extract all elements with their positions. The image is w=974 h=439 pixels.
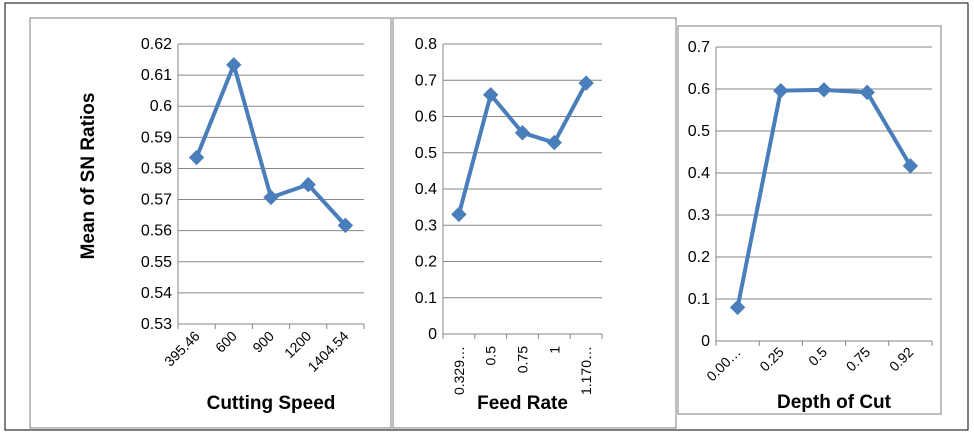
data-point-marker <box>546 134 563 151</box>
x-tick-label: 600 <box>212 328 240 356</box>
panel-frame-1 <box>29 17 392 429</box>
x-tick-label: 1.170… <box>578 346 594 395</box>
data-point-marker <box>263 189 279 206</box>
y-tick-label: 0.5 <box>415 145 437 162</box>
y-tick-label: 0.56 <box>141 223 172 240</box>
data-point-marker <box>451 206 467 223</box>
series-line <box>735 87 913 308</box>
x-tick-label: 900 <box>249 328 277 356</box>
y-tick-label: 0.1 <box>688 291 710 308</box>
x-tick-label: 0.5 <box>805 344 830 369</box>
x-tick-label: 0.92 <box>886 344 917 375</box>
data-point-marker <box>902 158 919 174</box>
y-tick-label: 0.6 <box>415 109 437 126</box>
y-tick-label: 0.6 <box>688 81 710 98</box>
chart-depth-of-cut: 00.10.20.30.40.50.60.70.00… 0.25 0.5 0.75 0.… <box>688 39 933 413</box>
y-tick-label: 0.3 <box>415 217 437 234</box>
y-tick-label: 0.61 <box>141 67 172 84</box>
panel-frame-3 <box>677 25 942 415</box>
y-tick-label: 0 <box>428 326 437 343</box>
y-tick-label: 0.3 <box>688 207 710 224</box>
y-tick-label: 0.59 <box>141 129 172 146</box>
y-tick-label: 0.1 <box>415 290 437 307</box>
x-axis-label: Depth of Cut <box>777 392 892 413</box>
y-tick-label: 0.58 <box>141 160 172 177</box>
data-point-marker <box>188 149 205 166</box>
chart-cutting-speed: 0.53 0.54 0.55 0.56 0.57 0.58 0.59 0.6 0.61 0.62 3… <box>141 36 365 414</box>
x-tick-label: 0.329… <box>451 346 467 395</box>
data-point-marker <box>859 84 875 101</box>
data-point-marker <box>337 217 354 234</box>
y-tick-label: 0 <box>701 333 710 350</box>
data-point-marker <box>578 75 594 91</box>
x-tick-label: 1200 <box>281 328 314 361</box>
data-point-marker <box>816 82 832 98</box>
y-tick-label: 0.4 <box>688 165 710 182</box>
y-tick-label: 0.8 <box>415 36 437 53</box>
series-line <box>456 82 588 215</box>
chart-feed-rate: 0 0.1 0.2 0.3 0.4 0.5 0.6 0.7 0.8 0.329… 0.5 0.75 1 1… <box>415 36 603 414</box>
x-axis-label: Feed Rate <box>477 393 568 414</box>
y-tick-label: 0.54 <box>141 285 172 302</box>
y-tick-label: 0.7 <box>415 72 437 89</box>
data-point-marker <box>300 176 316 193</box>
y-tick-label: 0.57 <box>141 192 172 209</box>
x-tick-label: 1404.54 <box>304 328 351 375</box>
x-axis-label: Cutting Speed <box>207 393 336 414</box>
y-tick-label: 0.6 <box>150 98 172 115</box>
x-tick-label: 1 <box>546 346 562 354</box>
data-point-marker <box>773 82 789 99</box>
y-tick-label: 0.4 <box>415 181 437 198</box>
y-tick-label: 0.7 <box>688 39 710 56</box>
data-point-marker <box>514 125 531 141</box>
x-tick-label: 0.25 <box>756 344 787 375</box>
x-tick-label: 0.5 <box>483 346 499 366</box>
y-tick-label: 0.5 <box>688 123 710 140</box>
data-point-marker <box>729 299 746 316</box>
data-point-marker <box>226 57 242 73</box>
y-tick-label: 0.62 <box>141 36 172 53</box>
y-tick-label: 0.2 <box>415 254 437 271</box>
outer-frame <box>4 2 969 431</box>
x-tick-label: 395.46 <box>161 328 203 370</box>
x-tick-label: 0.75 <box>843 344 874 375</box>
x-tick-label: 0.75 <box>515 346 531 373</box>
y-tick-label: 0.55 <box>141 254 172 271</box>
data-point-marker <box>482 87 499 103</box>
panel-frame-2 <box>392 17 677 429</box>
y-tick-label: 0.53 <box>141 316 172 333</box>
y-axis-label: Mean of SN Ratios <box>78 93 99 260</box>
y-tick-label: 0.2 <box>688 249 710 266</box>
